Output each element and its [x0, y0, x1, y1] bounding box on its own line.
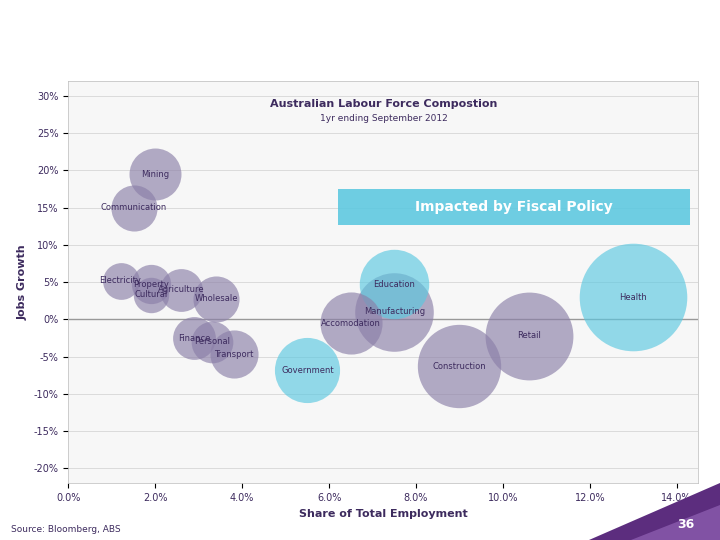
- Text: Construction: Construction: [433, 362, 486, 371]
- Text: Australian employment: Australian employment: [13, 27, 289, 51]
- Text: Australian Labour Force Compostion: Australian Labour Force Compostion: [270, 99, 497, 109]
- Text: Agriculture: Agriculture: [158, 285, 204, 294]
- Text: Impacted by Fiscal Policy: Impacted by Fiscal Policy: [415, 200, 613, 214]
- Text: Personal: Personal: [194, 338, 230, 346]
- Point: [454, 362, 465, 370]
- Text: Wholesale: Wholesale: [194, 294, 238, 303]
- Point: [114, 276, 126, 285]
- Polygon shape: [631, 505, 720, 540]
- Text: Education: Education: [374, 280, 415, 289]
- X-axis label: Share of Total Employment: Share of Total Employment: [299, 509, 468, 518]
- Text: Manufacturing: Manufacturing: [364, 307, 425, 316]
- Point: [210, 294, 222, 303]
- Point: [145, 291, 157, 299]
- Text: Source: Bloomberg, ABS: Source: Bloomberg, ABS: [11, 524, 120, 534]
- Text: Mining: Mining: [141, 170, 169, 179]
- Point: [176, 285, 187, 294]
- Point: [150, 170, 161, 178]
- Point: [145, 280, 157, 289]
- Text: 1yr ending September 2012: 1yr ending September 2012: [320, 114, 447, 124]
- FancyBboxPatch shape: [338, 189, 690, 225]
- Point: [228, 350, 239, 359]
- Point: [389, 280, 400, 289]
- Point: [627, 293, 639, 301]
- Text: Transport: Transport: [214, 350, 253, 359]
- Text: Accomodation: Accomodation: [321, 319, 381, 328]
- Text: Cultural: Cultural: [135, 291, 168, 299]
- Text: Government: Government: [281, 366, 333, 375]
- Text: Electricity: Electricity: [99, 276, 141, 285]
- Text: Finance: Finance: [179, 334, 210, 342]
- Point: [128, 204, 140, 212]
- Point: [189, 334, 200, 342]
- Point: [345, 319, 356, 327]
- Y-axis label: Jobs Growth: Jobs Growth: [18, 244, 28, 320]
- Point: [302, 366, 313, 374]
- Polygon shape: [589, 483, 720, 540]
- Point: [206, 338, 217, 346]
- Text: Communication: Communication: [101, 203, 167, 212]
- Point: [523, 332, 535, 340]
- Point: [389, 308, 400, 316]
- Text: Retail: Retail: [517, 331, 541, 340]
- Text: 36: 36: [678, 518, 695, 531]
- Text: Property: Property: [133, 280, 169, 289]
- Text: Health: Health: [619, 293, 647, 301]
